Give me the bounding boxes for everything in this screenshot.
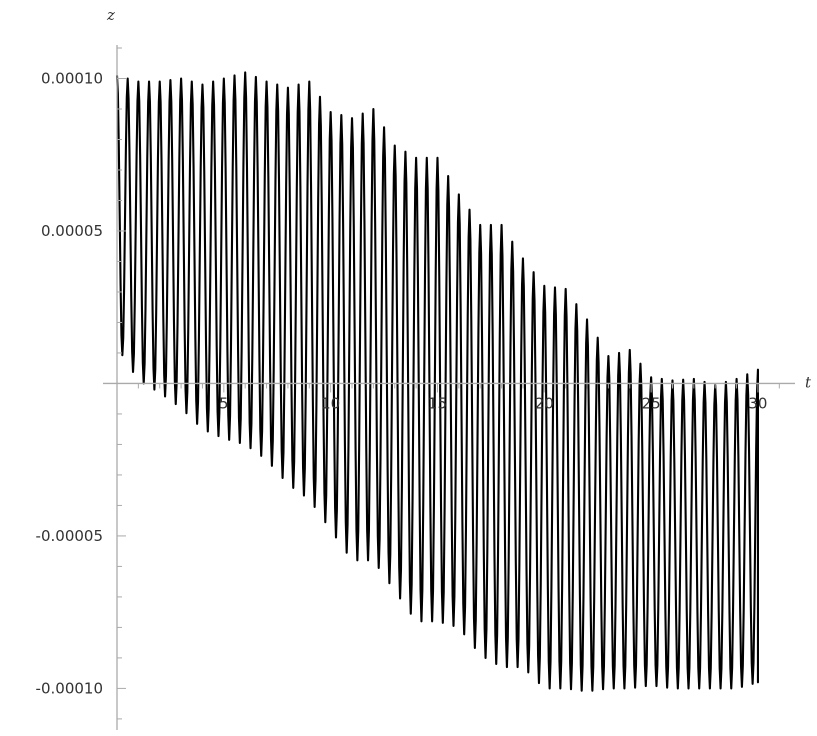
y-tick-label: -0.00010	[36, 679, 103, 697]
x-tick-label: 10	[321, 394, 340, 412]
x-tick-label: 25	[642, 394, 661, 412]
x-tick-label: 30	[748, 394, 767, 412]
chart-series-layer	[115, 71, 759, 692]
x-axis-label: t	[805, 373, 812, 391]
x-tick-label: 5	[219, 394, 229, 412]
y-tick-label: 0.00010	[41, 69, 103, 87]
y-tick-label: 0.00005	[41, 222, 103, 240]
x-tick-label: 20	[535, 394, 554, 412]
axis-ticks: 5 10 15 20 25 30 0.00010 0.00005 -0.00005 -0.0001…	[36, 47, 780, 720]
x-tick-label: 15	[428, 394, 447, 412]
y-axis-label: z	[106, 6, 115, 24]
y-tick-label: -0.00005	[36, 527, 103, 545]
series-line	[115, 71, 759, 692]
